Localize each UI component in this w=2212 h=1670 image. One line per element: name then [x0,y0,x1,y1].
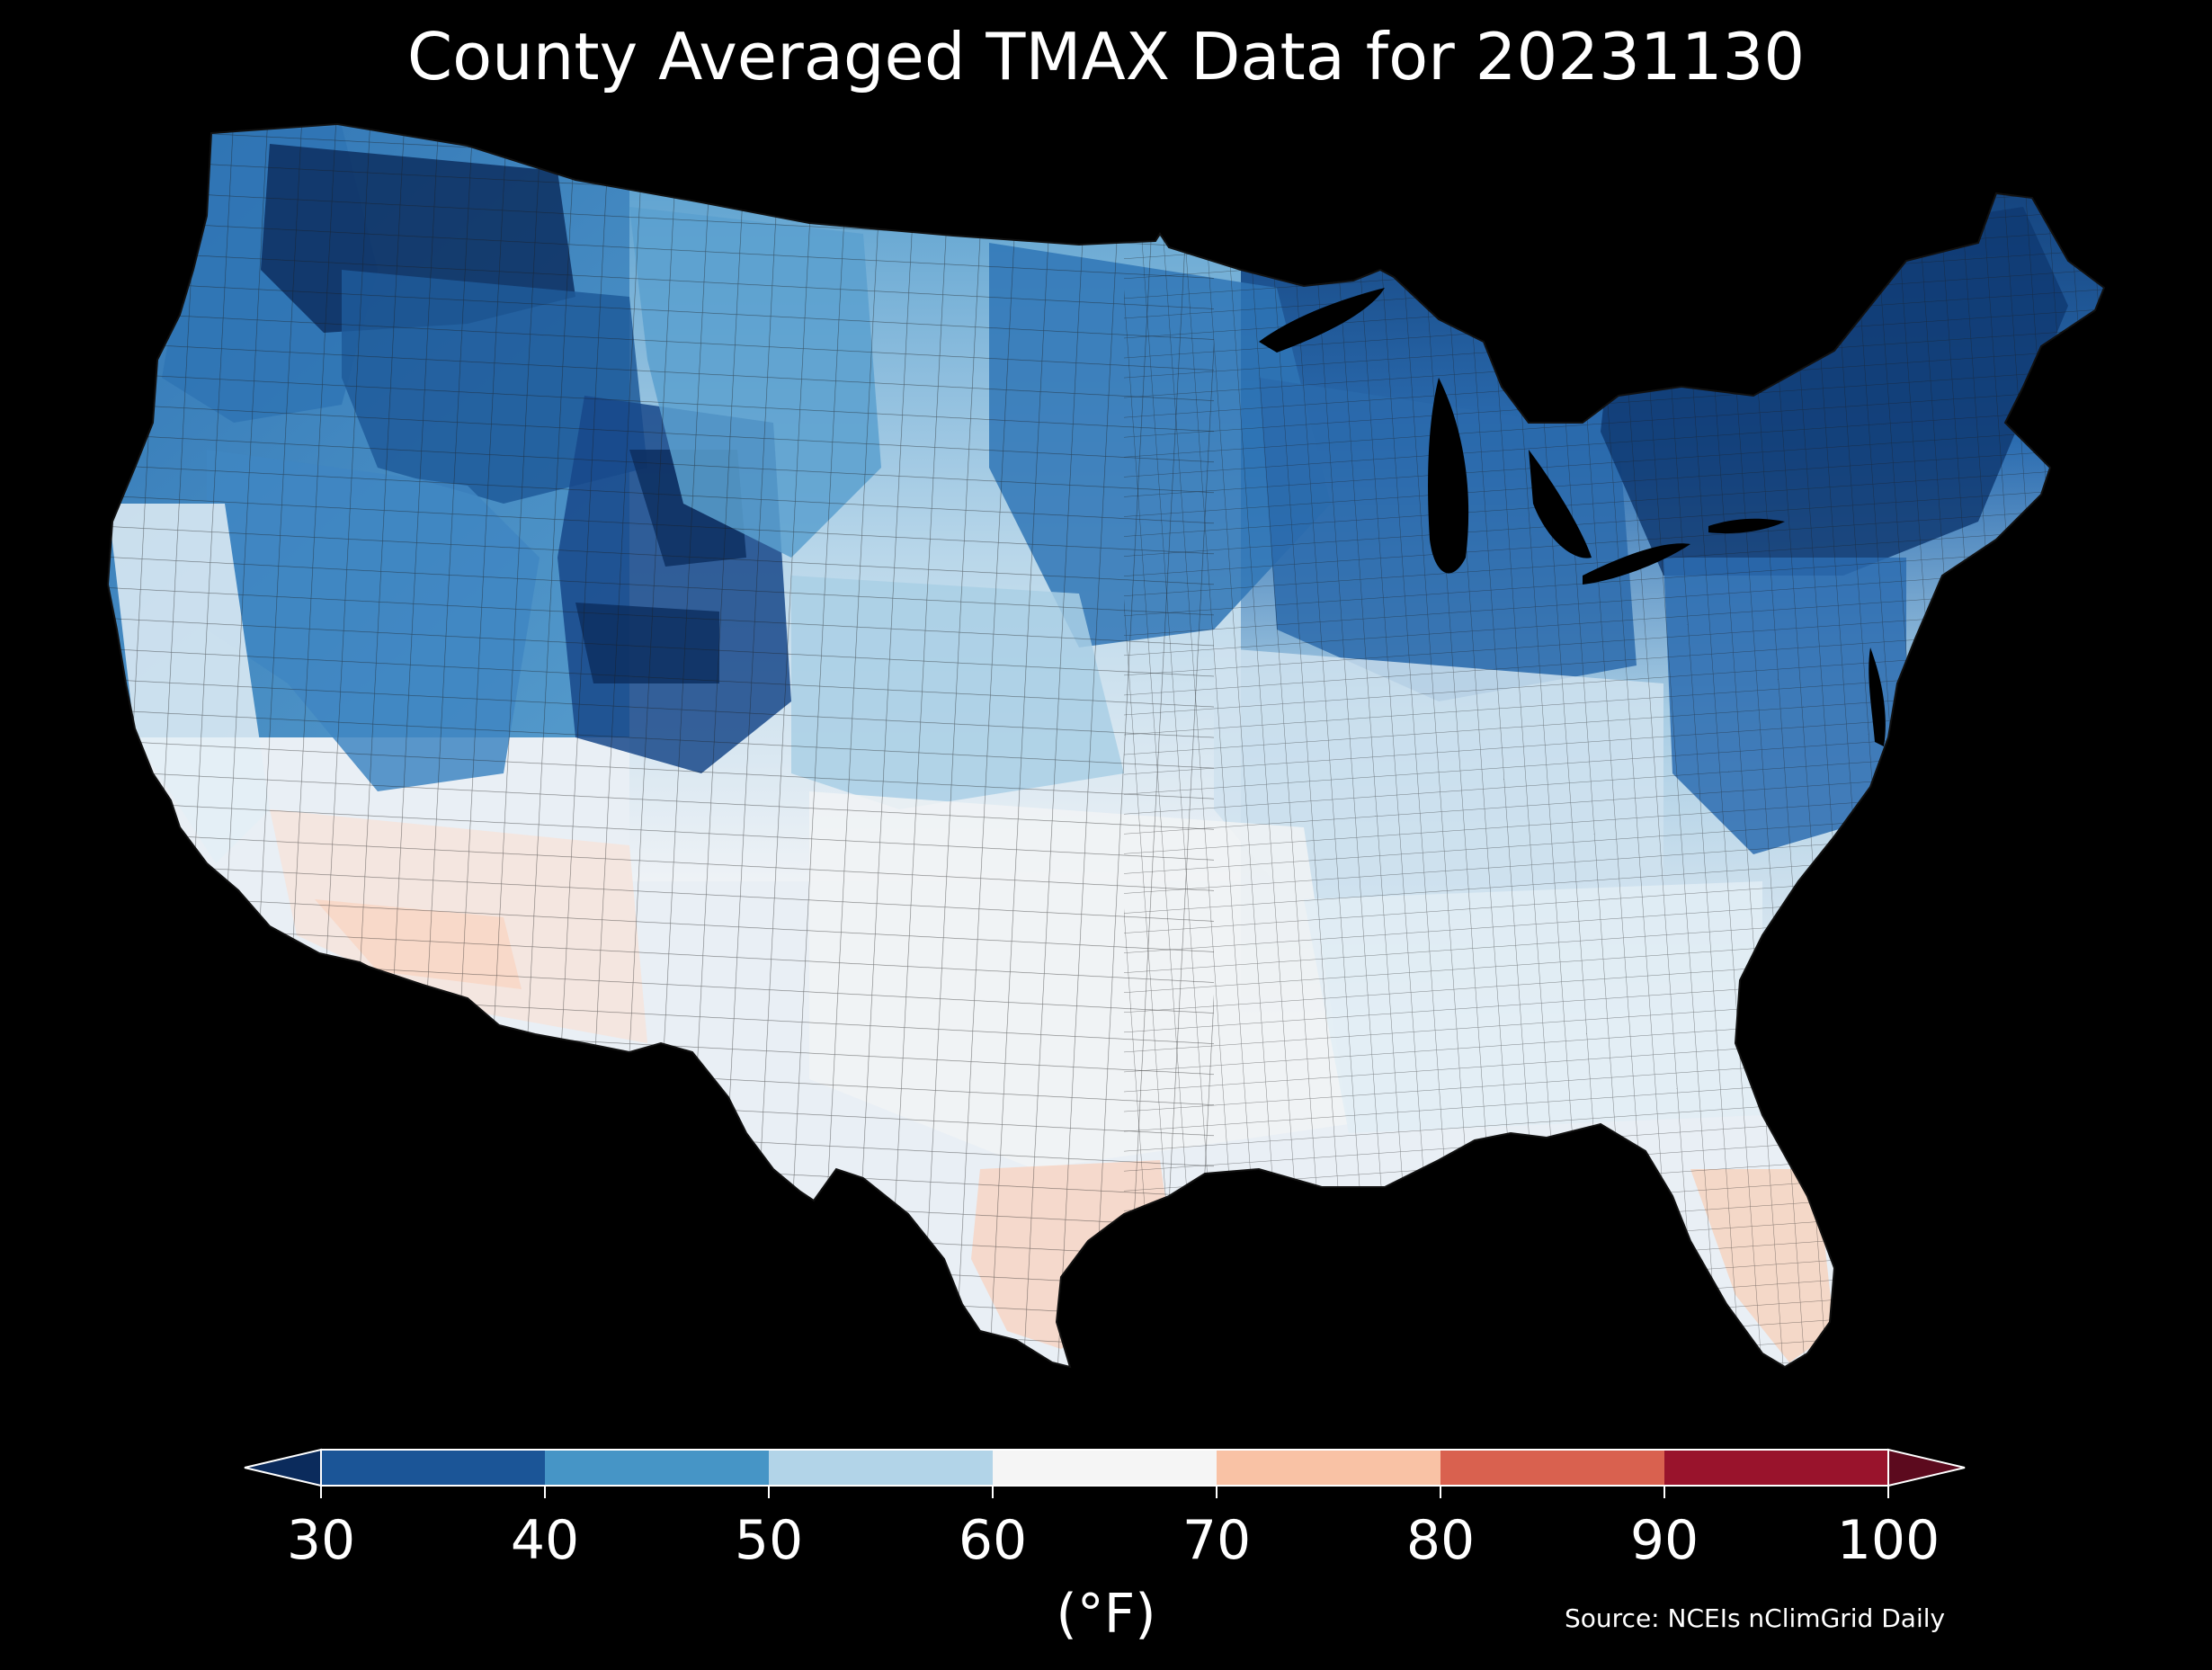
colorbar-tick-label: 30 [286,1509,356,1572]
colorbar-ticks [320,1486,1889,1498]
colorbar-bin [993,1450,1217,1486]
map-title: County Averaged TMAX Data for 20231130 [406,19,1806,94]
colorbar-bin [1217,1450,1440,1486]
colorbar-tick-label: 50 [734,1509,804,1572]
colorbar-tick-label: 90 [1629,1509,1699,1572]
colorbar-tick-label: 100 [1836,1509,1940,1572]
colorbar-extend-low [244,1448,322,1487]
us-outline [106,122,2106,1369]
colorbar-tick-label: 80 [1405,1509,1476,1572]
colorbar-bin [1440,1450,1664,1486]
colorbar-tick-label: 60 [958,1509,1028,1572]
source-credit: Source: NCEIs nClimGrid Daily [1565,1603,1946,1633]
lake-huron [1529,450,1592,558]
colorbar-tick-label: 40 [510,1509,580,1572]
colorbar-bin [545,1450,769,1486]
colorbar-bin [769,1450,993,1486]
lake-ontario [1708,518,1785,534]
colorbar-units-label: (°F) [1056,1583,1156,1646]
colorbar-bin [1664,1450,1888,1486]
chesapeake-bay [1869,647,1886,746]
lake-superior [1259,288,1385,353]
lake-erie [1583,543,1690,585]
colorbar-frame [320,1449,1889,1487]
colorbar-tick-label: 70 [1182,1509,1252,1572]
great-lakes [1259,288,1886,746]
colorbar-extend-high [1887,1448,1966,1487]
lake-michigan [1428,378,1469,574]
colorbar-bins [321,1450,1888,1486]
colorbar-bin [321,1450,545,1486]
